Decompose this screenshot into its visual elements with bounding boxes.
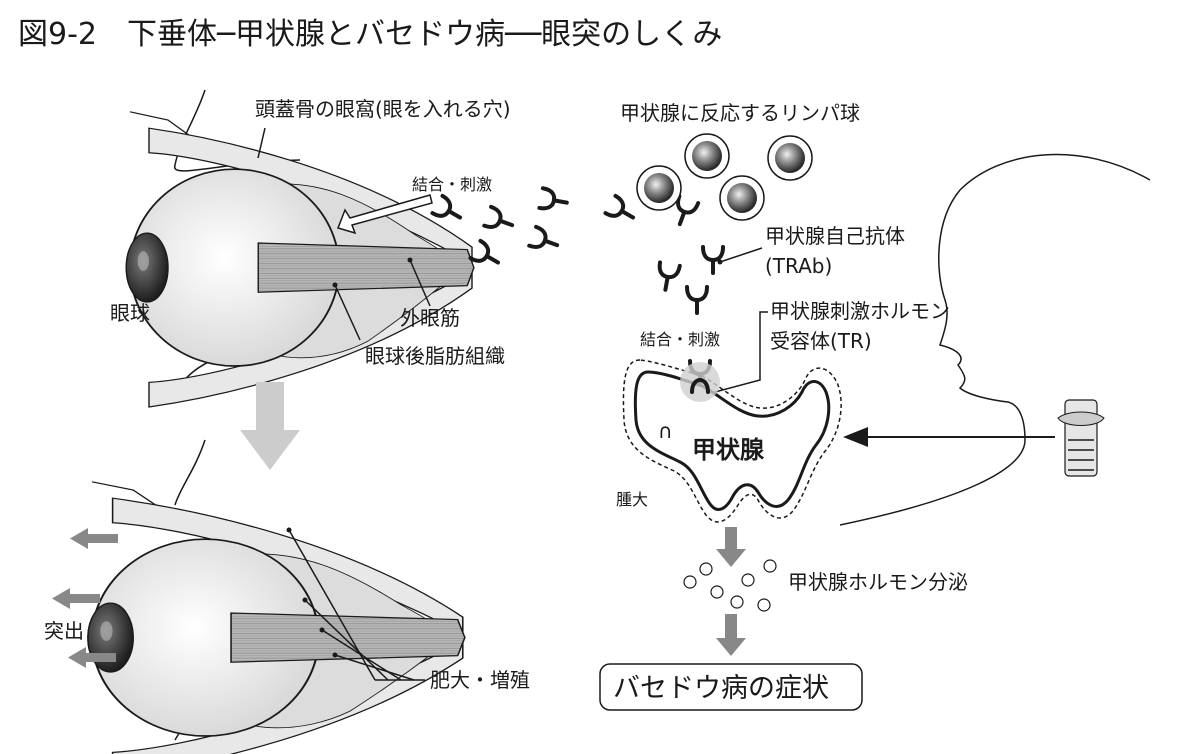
lymphocyte-icon — [684, 133, 730, 179]
autoantibody-label-2: (TRAb) — [765, 254, 832, 278]
eyeball-icon — [86, 480, 466, 754]
thyroid-gland-icon — [622, 359, 842, 523]
transition-arrow — [240, 382, 300, 470]
thyroid-label: 甲状腺 — [692, 436, 765, 464]
figure-title: 図9-2 下垂体─甲状腺とバセドウ病──眼突のしくみ — [18, 17, 722, 52]
antibody-icon — [468, 238, 505, 274]
antibody-icon — [603, 193, 640, 229]
hypertrophy-leaders — [286, 527, 425, 681]
extraocular-muscle-label: 外眼筋 — [400, 306, 460, 330]
receptor-label-2: 受容体(TR) — [770, 329, 872, 353]
normal-eye-illustration — [125, 89, 475, 408]
orbit-label: 頭蓋骨の眼窩(眼を入れる穴) — [255, 97, 511, 121]
retrobulbar-fat-label: 眼球後脂肪組織 — [365, 344, 505, 368]
basedow-symptoms-label: バセドウ病の症状 — [613, 673, 829, 704]
secretion-arrow — [716, 527, 746, 567]
autoantibody-label-1: 甲状腺自己抗体 — [765, 224, 905, 248]
hormone-secretion-label: 甲状腺ホルモン分泌 — [788, 570, 968, 594]
lymphocyte-icon — [767, 135, 813, 181]
hypertrophy-label: 肥大・増殖 — [430, 668, 530, 692]
antibody-icon — [482, 204, 518, 237]
protrusion-label: 突出 — [44, 619, 84, 643]
lymphocyte-icon — [719, 175, 765, 221]
symptoms-arrow — [716, 614, 746, 656]
bind-stim-label-top: 結合・刺激 — [412, 175, 492, 194]
protrusion-arrows — [52, 528, 118, 668]
pointer-arrow-head — [843, 427, 868, 447]
antibody-icon — [685, 285, 709, 315]
lymphocyte-icon — [636, 165, 682, 211]
lymphocyte-cluster — [636, 133, 813, 221]
antibody-icon — [430, 193, 467, 229]
lymphocytes-label: 甲状腺に反応するリンパ球 — [620, 101, 860, 125]
larynx-icon — [1057, 399, 1105, 477]
antibody-icon — [527, 224, 563, 257]
receptor-symbol-label: ∩ — [658, 419, 673, 443]
antibody-icon — [537, 186, 571, 215]
antibody-icon — [653, 260, 682, 294]
orbit-leader — [257, 127, 266, 159]
head-profile-icon — [839, 153, 1151, 526]
stimulation-arrow-icon — [337, 194, 433, 235]
hormone-particles — [683, 559, 777, 612]
goiter-label: 腫大 — [616, 490, 648, 509]
bind-stim-label-gland: 結合・刺激 — [640, 330, 720, 349]
protruded-eye-illustration — [86, 439, 466, 754]
eyeball-label: 眼球 — [110, 301, 150, 325]
receptor-label-1: 甲状腺刺激ホルモン — [770, 299, 950, 323]
symptoms-box — [599, 663, 863, 711]
